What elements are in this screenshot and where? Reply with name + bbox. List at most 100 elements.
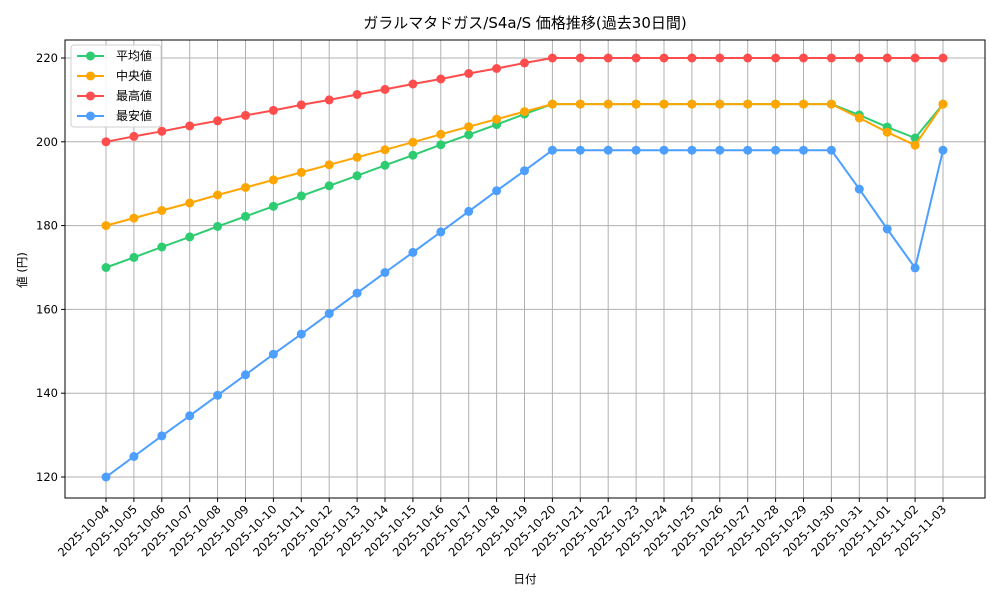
data-point [324,95,334,105]
data-point [157,206,167,215]
data-point [938,53,948,63]
series-min [101,145,948,482]
data-point [436,227,446,237]
data-point [101,137,111,147]
data-point [268,105,278,115]
data-point [547,145,557,155]
data-point [185,198,195,208]
data-point [324,309,334,319]
y-axis: 120 140 160 180 200 220 [36,51,65,484]
legend-marker-average [86,51,95,61]
data-point [882,127,892,137]
data-point [129,452,139,461]
legend-item-average: 平均値 [77,48,152,63]
data-point [464,122,474,132]
y-tick-label: 160 [36,302,58,316]
data-point [799,99,808,109]
data-point [213,190,223,200]
data-point [492,64,502,73]
data-point [464,69,474,78]
data-point [854,184,864,194]
data-point [547,53,557,63]
data-point [743,53,753,63]
data-point [826,53,836,63]
data-point [603,53,613,63]
data-point [715,145,725,155]
data-point [408,247,418,257]
data-point [380,145,390,155]
legend-label-max: 最高値 [116,88,152,103]
data-point [213,116,223,126]
data-point [910,53,920,63]
data-point [436,140,446,150]
data-point [157,242,167,252]
data-point [771,53,781,63]
data-point [631,53,641,63]
data-point [687,99,697,109]
y-tick-label: 220 [36,51,58,65]
data-point [241,211,250,221]
data-point [659,53,669,63]
data-point [157,431,167,441]
data-point [687,53,697,63]
series-max [101,53,948,147]
data-point [352,152,362,162]
y-tick-label: 180 [36,219,58,233]
data-point [296,100,306,110]
legend-label-median: 中央値 [116,68,152,83]
data-point [324,181,334,191]
data-point [799,145,808,155]
y-tick-label: 200 [36,135,58,149]
data-point [910,263,920,273]
data-point [771,99,781,109]
data-point [241,183,250,192]
data-point [631,145,641,155]
data-point [520,107,529,117]
data-point [715,53,725,63]
data-point [185,121,195,131]
data-point [296,329,306,339]
data-point [938,99,948,109]
data-point [492,186,502,196]
data-point [575,99,585,109]
legend: 平均値 中央値 最高値 最安値 [70,44,162,128]
data-point [659,99,669,109]
data-point [743,145,753,155]
data-point [771,145,781,155]
chart-title: ガラルマタドガス/S4a/S 価格推移(過去30日間) [363,14,686,32]
data-point [910,140,920,150]
legend-marker-max [86,91,95,101]
data-point [185,232,195,242]
data-point [296,191,306,201]
data-point [352,90,362,99]
data-point [520,58,529,68]
data-point [882,53,892,63]
data-point [268,201,278,211]
data-point [268,175,278,185]
y-tick-label: 140 [36,386,58,400]
data-point [659,145,669,155]
data-point [101,263,111,272]
data-point [129,213,139,223]
data-point [129,131,139,141]
data-point [268,349,278,359]
data-point [743,99,753,109]
data-point [715,99,725,109]
data-point [408,137,418,147]
y-axis-label: 値 (円) [15,252,29,288]
data-point [241,370,250,380]
data-point [436,129,446,139]
series-median [101,99,948,231]
data-point [436,74,446,84]
data-point [854,113,864,123]
data-point [408,79,418,89]
data-point [101,472,111,482]
data-point [380,160,390,170]
data-point [213,390,223,400]
data-point [185,411,195,421]
data-point [464,130,474,140]
data-point [352,171,362,181]
data-point [631,99,641,109]
